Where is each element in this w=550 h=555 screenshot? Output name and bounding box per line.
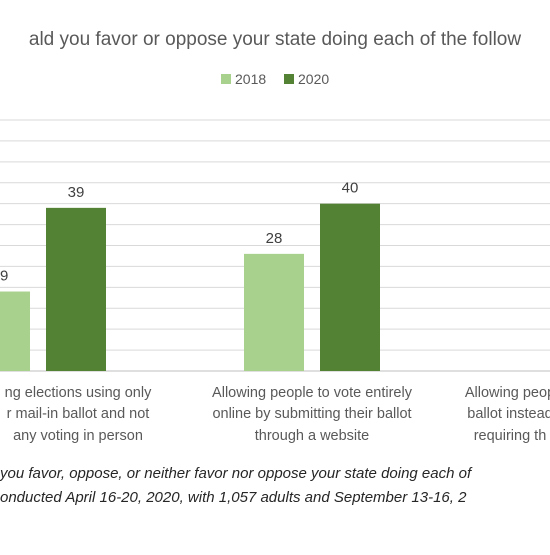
legend-swatch	[221, 74, 231, 84]
bars	[0, 203, 380, 371]
bar-2018	[244, 253, 304, 371]
data-label: 40	[342, 180, 359, 197]
chart-title: ald you favor or oppose your state doing…	[29, 29, 521, 50]
data-label: 28	[266, 230, 283, 247]
category-label: ballot instead	[467, 406, 550, 422]
category-label: requiring th	[474, 428, 547, 444]
category-label: ng elections using only	[5, 385, 152, 401]
bar-2020	[46, 207, 106, 371]
legend-label: 2020	[298, 71, 329, 87]
footnote: you favor, oppose, or neither favor nor …	[0, 465, 473, 506]
category-label: through a website	[255, 428, 369, 444]
footnote-line: you favor, oppose, or neither favor nor …	[0, 465, 473, 482]
bar-2018	[0, 291, 30, 371]
data-label: 19	[0, 268, 8, 285]
footnote-line: onducted April 16-20, 2020, with 1,057 a…	[0, 489, 467, 506]
category-labels: ng elections using only r mail-in ballot …	[5, 385, 550, 444]
category-label: online by submitting their ballot	[212, 406, 411, 422]
data-labels: 19 28 39 40	[0, 180, 358, 285]
category-label: any voting in person	[13, 428, 143, 444]
category-label: Allowing peop	[465, 385, 550, 401]
bar-2020	[320, 203, 380, 371]
category-label: Allowing people to vote entirely	[212, 385, 413, 401]
legend-label: 2018	[235, 71, 266, 87]
legend: 2018 2020	[221, 71, 329, 87]
data-label: 39	[68, 184, 85, 201]
legend-swatch	[284, 74, 294, 84]
category-label: r mail-in ballot and not	[7, 406, 150, 422]
